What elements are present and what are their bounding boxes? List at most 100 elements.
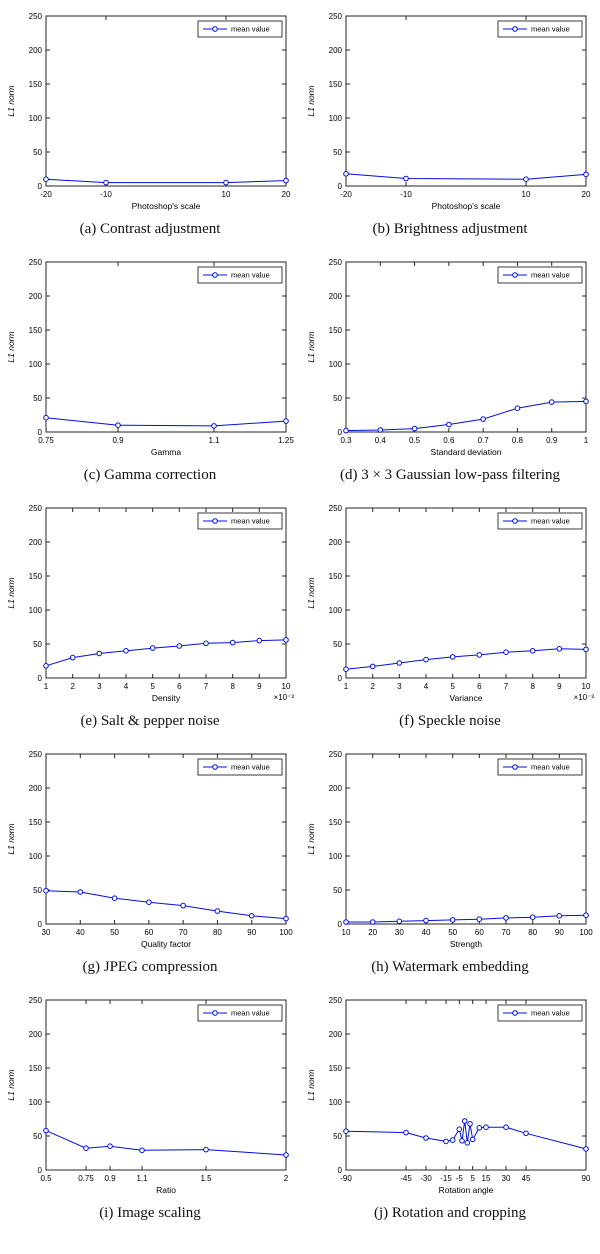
plot-box [345,753,587,925]
series-line [346,914,587,923]
y-tick-label: 200 [29,1030,43,1039]
plot-box [45,261,287,433]
series-markers [43,176,289,186]
x-tick-label: 0.75 [78,1174,94,1183]
x-tick-label: 40 [76,928,85,937]
y-tick-label: 0 [338,428,343,437]
x-tick-label: 2 [370,682,375,691]
chart-cell-h: 0 50 100 150 200 250 10 20 30 40 50 60 70 80 90 100 Stre… [300,742,600,984]
y-tick-label: 100 [29,1098,43,1107]
y-tick-label: 100 [329,360,343,369]
x-axis: -20 -10 10 20 [340,16,591,199]
legend-marker-sample [212,272,218,278]
chart-caption: (d) 3 × 3 Gaussian low-pass filtering [339,467,561,483]
x-tick-label: 0.8 [512,436,524,445]
x-tick-label: 3 [397,682,402,691]
chart-cell-i: 0 50 100 150 200 250 0.5 0.75 0.9 1.1 1.5 2 Ratio L1 … [0,988,300,1230]
y-tick-label: 150 [329,818,343,827]
legend-label: mean value [231,763,270,772]
x-tick-label: 45 [522,1174,531,1183]
y-tick-label: 0 [38,428,43,437]
x-tick-label: 4 [124,682,129,691]
chart-caption: (f) Speckle noise [399,713,501,729]
y-tick-label: 250 [329,12,343,21]
y-tick-label: 0 [38,674,43,683]
x-tick-label: 10 [582,682,591,691]
legend-marker-sample [512,1010,518,1016]
legend-marker-sample [512,26,518,32]
x-scale-note: ×10⁻³ [574,693,595,702]
series-line [45,1130,287,1156]
y-axis-label: L1 norm [306,577,316,608]
x-tick-label: 7 [504,682,509,691]
chart-j: 0 50 100 150 200 250 -90 -45 -30 -15 -5 5 15 30 45 90 Ro… [306,996,591,1195]
y-tick-label: 250 [329,996,343,1005]
y-tick-label: 50 [33,886,42,895]
chart-cell-b: 0 50 100 150 200 250 -20 -10 10 20 Photoshop's sca… [300,4,600,246]
y-tick-label: 0 [38,1166,43,1175]
y-axis-label: L1 norm [306,823,316,854]
legend-label: mean value [531,517,570,526]
y-tick-label: 0 [338,674,343,683]
x-axis-label: Standard deviation [431,447,502,457]
x-tick-label: 10 [222,190,231,199]
x-tick-label: -45 [400,1174,412,1183]
y-tick-label: 0 [38,920,43,929]
y-tick-label: 250 [329,504,343,513]
series-markers [343,171,589,182]
y-axis: 0 50 100 150 200 250 [329,996,586,1175]
chart-cell-f: 0 50 100 150 200 250 1 2 3 4 5 6 7 8 9 10 Variance ×10⁻³ L… [300,496,600,738]
series-line [45,890,287,920]
chart-caption: (g) JPEG compression [82,959,218,975]
series-markers [343,912,589,925]
legend-label: mean value [231,517,270,526]
y-axis: 0 50 100 150 200 250 [329,258,586,437]
chart-h: 0 50 100 150 200 250 10 20 30 40 50 60 70 80 90 100 Stre… [306,750,593,949]
x-tick-label: 1.5 [200,1174,212,1183]
y-tick-label: 250 [29,504,43,513]
legend-label: mean value [531,271,570,280]
x-tick-label: 10 [342,928,351,937]
x-axis-label: Rotation angle [439,1185,494,1195]
x-tick-label: 0.9 [104,1174,116,1183]
x-axis-label: Density [152,693,181,703]
x-tick-label: -20 [40,190,52,199]
x-tick-label: 0.7 [478,436,490,445]
chart-g: 0 50 100 150 200 250 30 40 50 60 70 80 90 100 Quality … [6,750,293,949]
chart-cell-g: 0 50 100 150 200 250 30 40 50 60 70 80 90 100 Quality … [0,742,300,984]
legend-marker-sample [212,764,218,770]
chart-cell-e: 0 50 100 150 200 250 1 2 3 4 5 6 7 8 9 10 Density ×10⁻³ L1… [0,496,300,738]
x-tick-label: 8 [530,682,535,691]
series-line [345,400,587,432]
legend: mean value [497,266,583,284]
legend-marker-sample [212,1010,218,1016]
y-tick-label: 50 [33,1132,42,1141]
chart-caption: (e) Salt & pepper noise [80,713,220,729]
plot-box [345,261,587,433]
y-tick-label: 150 [29,80,43,89]
x-tick-label: 10 [522,190,531,199]
y-tick-label: 100 [29,852,43,861]
x-axis-label: Photoshop's scale [432,201,501,211]
y-axis: 0 50 100 150 200 250 [329,750,586,929]
x-axis-label: Gamma [151,447,182,457]
x-tick-label: 1.25 [278,436,294,445]
plot-box [45,507,287,679]
x-axis: 10 20 30 40 50 60 70 80 90 100 [342,754,593,937]
x-axis-label: Ratio [156,1185,176,1195]
y-tick-label: 150 [329,572,343,581]
y-tick-label: 100 [29,114,43,123]
x-tick-label: 6 [177,682,182,691]
legend-label: mean value [531,25,570,34]
x-axis: 0.75 0.9 1.1 1.25 [38,262,294,445]
x-axis: 0.5 0.75 0.9 1.1 1.5 2 [40,1000,289,1183]
x-tick-label: 30 [395,928,404,937]
y-tick-label: 50 [333,1132,342,1141]
x-tick-label: 1.1 [136,1174,148,1183]
x-tick-label: -30 [420,1174,432,1183]
x-tick-label: 60 [144,928,153,937]
y-axis: 0 50 100 150 200 250 [29,996,286,1175]
x-tick-label: 1 [344,682,349,691]
x-tick-label: 90 [555,928,564,937]
